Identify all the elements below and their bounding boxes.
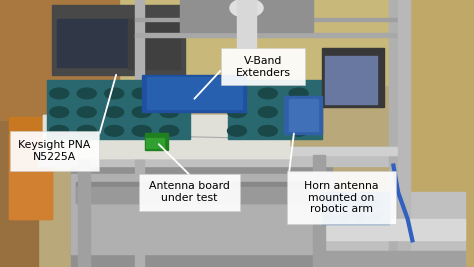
Bar (322, 251, 465, 267)
Bar (9, 134, 52, 219)
Circle shape (160, 88, 179, 99)
Circle shape (77, 88, 96, 99)
Bar (389, 0, 397, 267)
Bar (145, 134, 168, 150)
Circle shape (160, 125, 179, 136)
Bar (57, 19, 128, 67)
Bar (135, 33, 398, 37)
FancyBboxPatch shape (10, 131, 100, 171)
Bar (47, 80, 190, 139)
Bar (146, 138, 147, 148)
Circle shape (258, 88, 277, 99)
Bar (284, 96, 322, 134)
Bar (313, 155, 325, 267)
Circle shape (289, 125, 308, 136)
Circle shape (369, 214, 381, 221)
Bar (322, 219, 465, 240)
Bar (76, 182, 322, 203)
Bar (163, 138, 164, 148)
Circle shape (50, 107, 69, 117)
Text: Antenna board
under test: Antenna board under test (149, 182, 230, 203)
Circle shape (50, 125, 69, 136)
Bar (128, 19, 180, 69)
Circle shape (289, 107, 308, 117)
Circle shape (369, 201, 381, 207)
Text: Keysight PNA
N5225A: Keysight PNA N5225A (18, 140, 91, 162)
Circle shape (258, 125, 277, 136)
Circle shape (77, 107, 96, 117)
Bar (38, 147, 398, 166)
Text: V-Band
Extenders: V-Band Extenders (236, 56, 291, 77)
Bar (289, 99, 318, 131)
Circle shape (289, 88, 308, 99)
Circle shape (105, 107, 124, 117)
Circle shape (132, 125, 151, 136)
FancyBboxPatch shape (139, 174, 240, 211)
Bar (76, 187, 322, 203)
Circle shape (132, 107, 151, 117)
Bar (322, 192, 389, 224)
Bar (228, 80, 322, 139)
Bar (135, 18, 398, 21)
Bar (0, 0, 118, 120)
Bar (71, 174, 332, 254)
Bar (78, 155, 90, 267)
Bar (180, 0, 313, 32)
Text: Horn antenna
mounted on
robotic arm: Horn antenna mounted on robotic arm (304, 181, 379, 214)
Bar (0, 0, 474, 85)
Circle shape (324, 201, 335, 207)
Bar (148, 138, 150, 148)
Bar (38, 147, 398, 155)
Circle shape (105, 88, 124, 99)
Bar (142, 75, 246, 112)
Bar (43, 115, 289, 158)
Bar (160, 138, 162, 148)
Bar (151, 138, 152, 148)
Bar (9, 117, 52, 219)
FancyBboxPatch shape (287, 171, 395, 224)
Circle shape (339, 214, 350, 221)
Circle shape (160, 107, 179, 117)
Bar (325, 56, 377, 104)
Bar (158, 138, 159, 148)
Bar (135, 0, 144, 267)
Bar (237, 0, 256, 48)
Circle shape (105, 125, 124, 136)
Circle shape (324, 214, 335, 221)
Circle shape (50, 88, 69, 99)
Bar (147, 77, 242, 109)
Circle shape (132, 88, 151, 99)
Circle shape (77, 125, 96, 136)
Bar (322, 48, 384, 107)
FancyBboxPatch shape (221, 48, 306, 85)
Circle shape (258, 107, 277, 117)
Bar (43, 115, 289, 158)
Bar (398, 0, 410, 267)
Bar (0, 0, 38, 267)
Bar (71, 166, 332, 267)
Circle shape (228, 88, 246, 99)
Bar (153, 138, 155, 148)
Circle shape (228, 107, 246, 117)
Circle shape (228, 125, 246, 136)
Circle shape (339, 201, 350, 207)
Bar (52, 5, 185, 75)
Circle shape (354, 214, 365, 221)
Bar (322, 192, 465, 267)
Circle shape (230, 0, 263, 17)
Bar (398, 0, 474, 267)
Bar (155, 138, 157, 148)
Circle shape (354, 201, 365, 207)
